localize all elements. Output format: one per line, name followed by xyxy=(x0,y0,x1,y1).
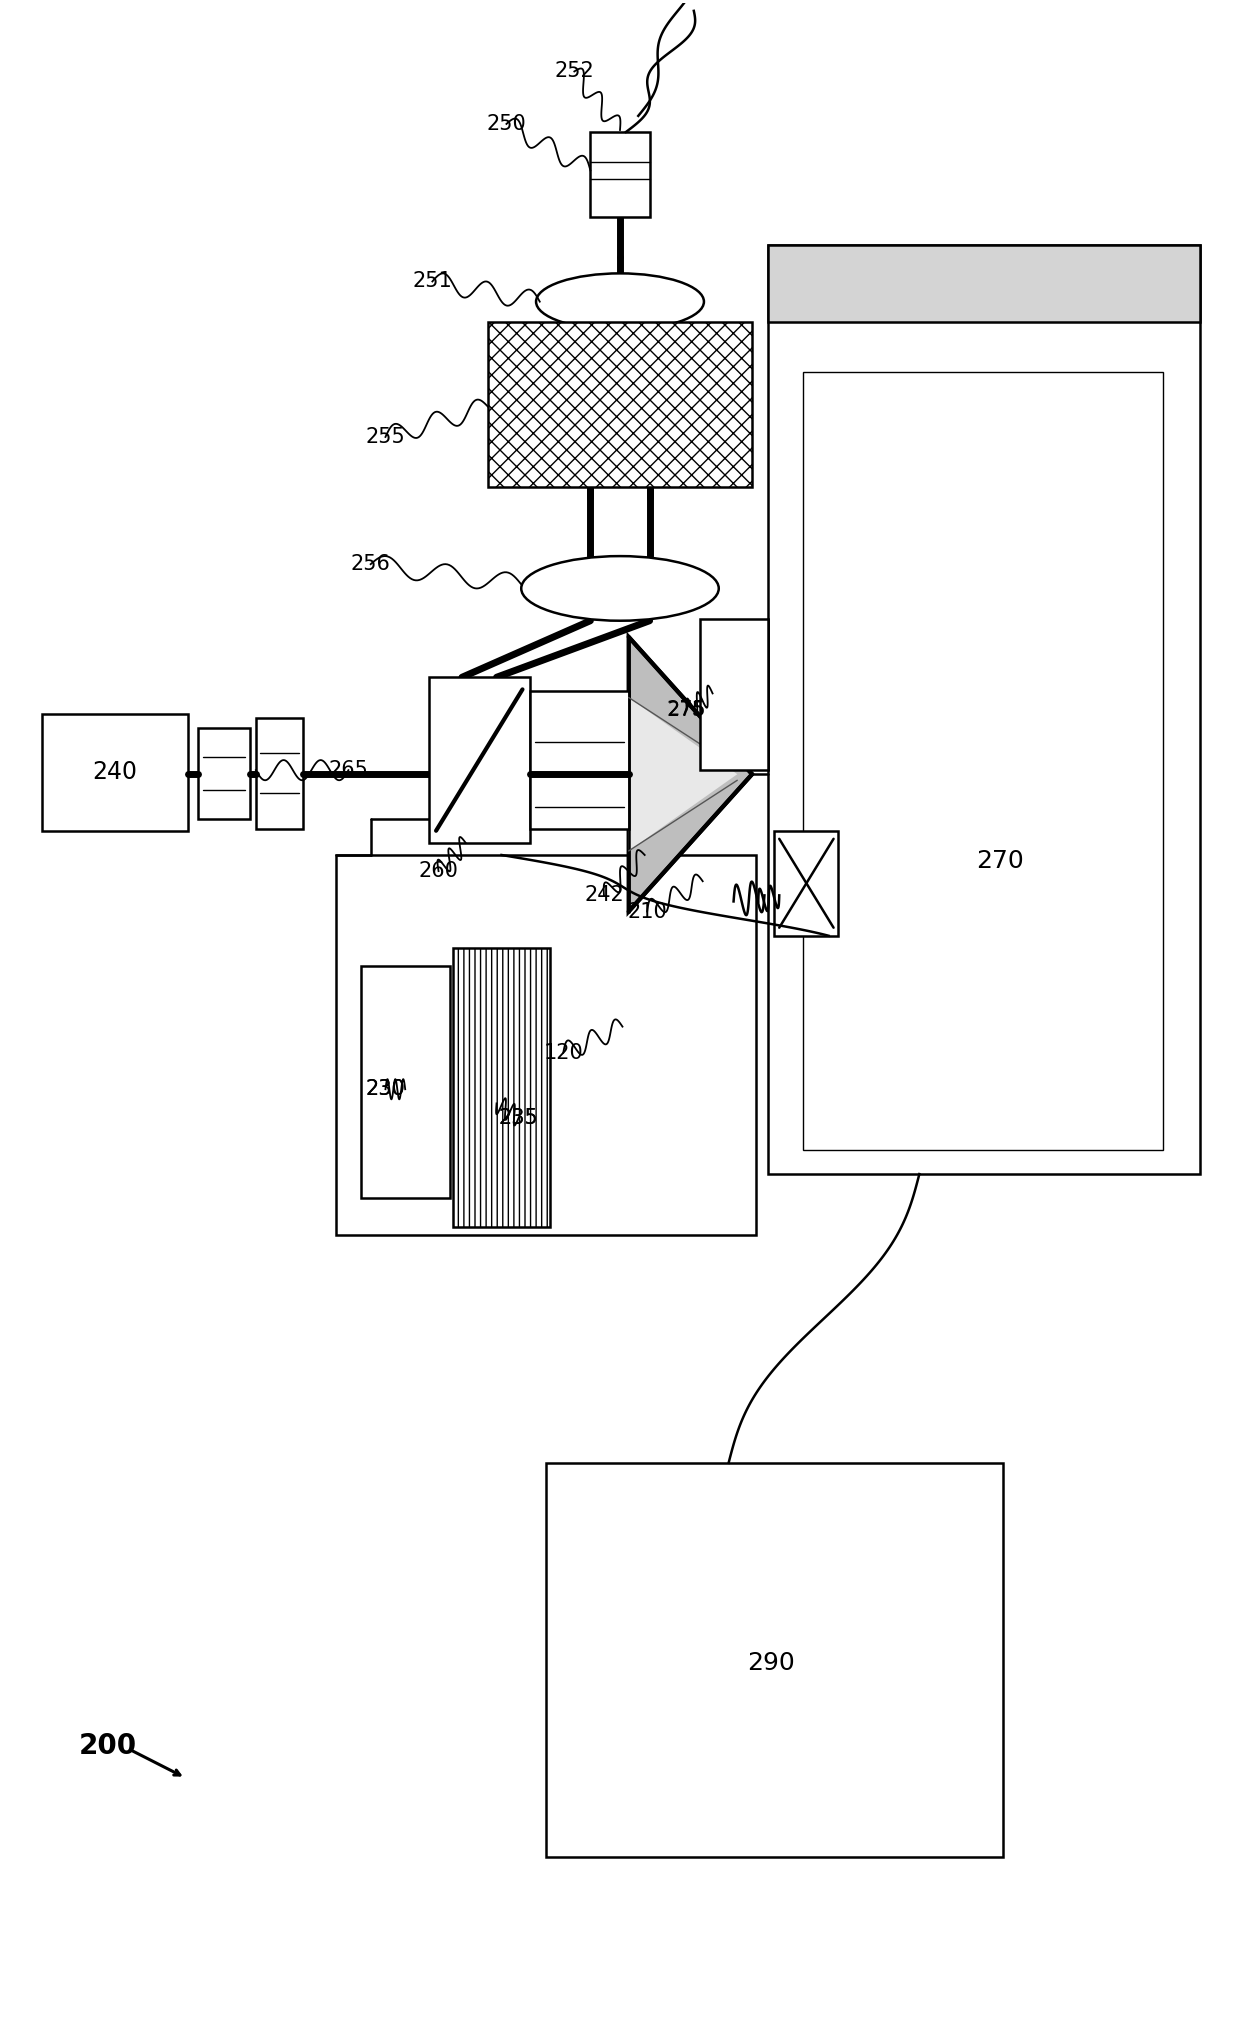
Text: 240: 240 xyxy=(93,759,138,784)
Bar xyxy=(529,691,629,828)
Ellipse shape xyxy=(536,273,704,330)
Bar xyxy=(701,620,768,770)
Text: 200: 200 xyxy=(78,1731,136,1760)
Polygon shape xyxy=(629,697,738,850)
Text: 250: 250 xyxy=(486,113,526,134)
Ellipse shape xyxy=(521,557,719,622)
Text: 235: 235 xyxy=(498,1108,538,1128)
Text: 290: 290 xyxy=(746,1650,795,1675)
Text: 255: 255 xyxy=(366,427,405,448)
Polygon shape xyxy=(629,638,753,911)
Bar xyxy=(255,717,303,828)
Text: 256: 256 xyxy=(351,555,391,575)
Text: 260: 260 xyxy=(419,861,459,881)
Text: 242: 242 xyxy=(584,885,624,905)
Text: 251: 251 xyxy=(413,271,453,292)
Text: 235: 235 xyxy=(498,1108,538,1128)
Bar xyxy=(361,966,450,1199)
Text: 230: 230 xyxy=(366,1079,405,1100)
Bar xyxy=(454,948,549,1227)
Bar xyxy=(768,245,1200,1174)
Bar xyxy=(590,132,650,217)
Bar xyxy=(546,1462,1003,1857)
Text: 252: 252 xyxy=(554,61,594,81)
Text: 275: 275 xyxy=(668,701,706,719)
Bar xyxy=(198,727,249,818)
Text: 275: 275 xyxy=(667,699,707,719)
Text: 210: 210 xyxy=(627,901,667,921)
Bar xyxy=(774,830,838,936)
Bar xyxy=(487,322,753,488)
Bar xyxy=(336,855,756,1235)
Bar xyxy=(802,373,1163,1150)
Text: 265: 265 xyxy=(329,759,368,780)
Text: 270: 270 xyxy=(976,848,1024,873)
Text: 120: 120 xyxy=(543,1043,583,1063)
Bar xyxy=(429,676,529,842)
Bar xyxy=(768,245,1200,322)
Text: 230: 230 xyxy=(366,1079,405,1100)
Bar xyxy=(42,713,188,830)
